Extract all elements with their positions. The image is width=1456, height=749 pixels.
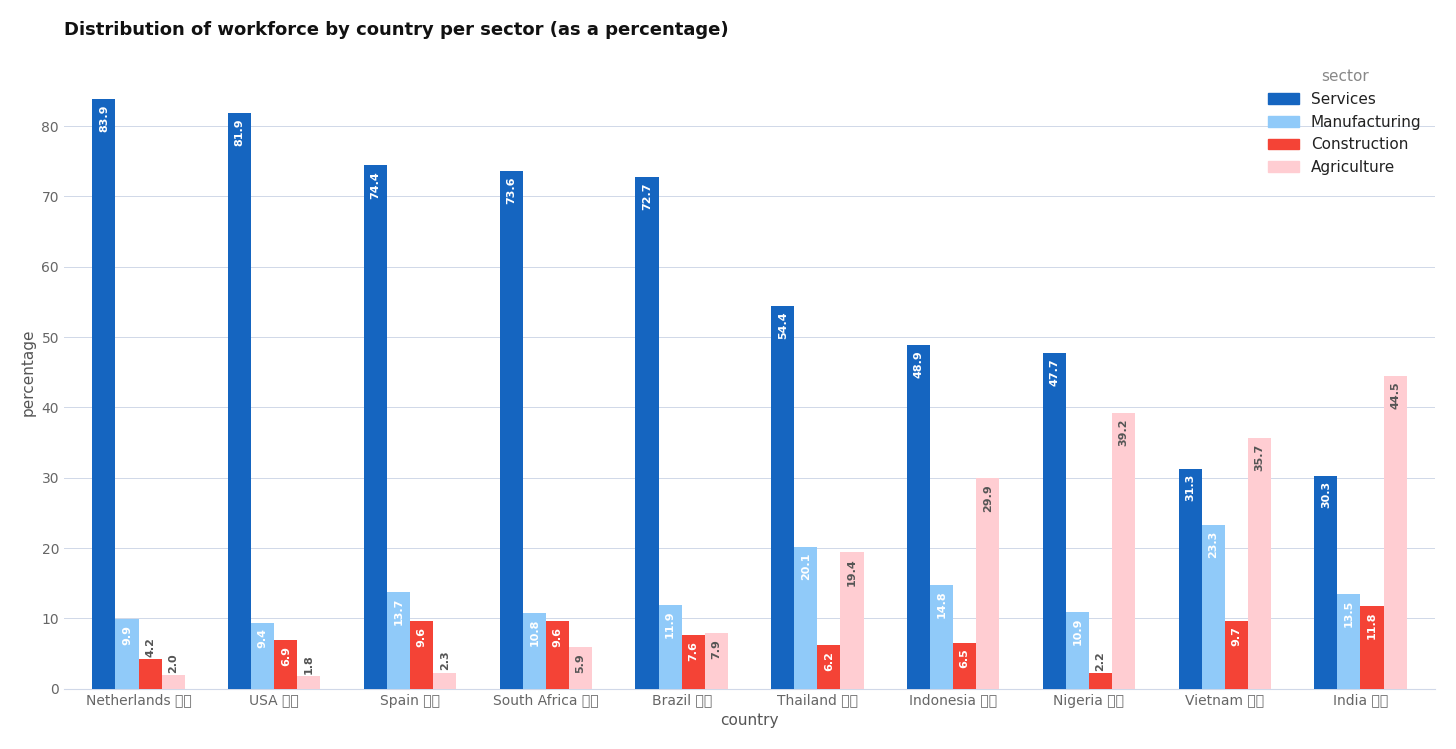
Bar	[499, 171, 523, 689]
Text: 30.3: 30.3	[1321, 482, 1331, 509]
Bar	[434, 673, 456, 689]
Bar	[681, 635, 705, 689]
Text: 2.2: 2.2	[1095, 652, 1105, 671]
Bar	[954, 643, 977, 689]
Text: 9.6: 9.6	[416, 627, 427, 647]
Bar	[658, 605, 681, 689]
Text: 9.9: 9.9	[122, 625, 132, 645]
Bar	[1201, 525, 1224, 689]
Text: 72.7: 72.7	[642, 183, 652, 210]
Bar	[817, 645, 840, 689]
Bar	[546, 621, 569, 689]
X-axis label: country: country	[721, 713, 779, 728]
Bar	[229, 112, 252, 689]
Text: 7.9: 7.9	[712, 639, 721, 658]
Bar	[1089, 673, 1112, 689]
Text: 48.9: 48.9	[913, 351, 923, 378]
Bar	[138, 659, 162, 689]
Text: 20.1: 20.1	[801, 553, 811, 580]
Bar	[1042, 354, 1066, 689]
Text: 29.9: 29.9	[983, 484, 993, 512]
Text: 81.9: 81.9	[234, 118, 245, 146]
Bar	[1066, 612, 1089, 689]
Bar	[1360, 606, 1383, 689]
Bar	[1112, 413, 1136, 689]
Text: 7.6: 7.6	[689, 641, 699, 661]
Bar	[705, 633, 728, 689]
Bar	[635, 178, 658, 689]
Text: 9.4: 9.4	[258, 628, 268, 648]
Text: 2.0: 2.0	[169, 653, 178, 673]
Bar	[252, 622, 274, 689]
Text: 2.3: 2.3	[440, 651, 450, 670]
Text: 13.5: 13.5	[1344, 599, 1354, 627]
Legend: Services, Manufacturing, Construction, Agriculture: Services, Manufacturing, Construction, A…	[1262, 64, 1427, 181]
Y-axis label: percentage: percentage	[20, 329, 36, 416]
Bar	[387, 592, 411, 689]
Text: 23.3: 23.3	[1208, 530, 1219, 558]
Text: 39.2: 39.2	[1118, 419, 1128, 446]
Text: 4.2: 4.2	[146, 637, 156, 657]
Bar	[569, 647, 593, 689]
Bar	[772, 306, 795, 689]
Bar	[1224, 620, 1248, 689]
Bar	[411, 621, 434, 689]
Text: 73.6: 73.6	[507, 177, 517, 204]
Text: 6.2: 6.2	[824, 651, 834, 670]
Bar	[364, 166, 387, 689]
Bar	[92, 99, 115, 689]
Text: 19.4: 19.4	[847, 558, 858, 586]
Text: 83.9: 83.9	[99, 104, 109, 132]
Bar	[907, 345, 930, 689]
Text: 31.3: 31.3	[1185, 474, 1195, 501]
Text: Distribution of workforce by country per sector (as a percentage): Distribution of workforce by country per…	[64, 21, 728, 39]
Text: 14.8: 14.8	[936, 590, 946, 618]
Text: 6.9: 6.9	[281, 646, 291, 666]
Bar	[1178, 469, 1201, 689]
Text: 10.9: 10.9	[1073, 618, 1082, 645]
Text: 5.9: 5.9	[575, 653, 585, 673]
Bar	[523, 613, 546, 689]
Text: 35.7: 35.7	[1254, 443, 1264, 470]
Text: 47.7: 47.7	[1050, 359, 1060, 386]
Text: 9.6: 9.6	[552, 627, 562, 647]
Bar	[297, 676, 320, 689]
Text: 44.5: 44.5	[1390, 381, 1401, 409]
Bar	[795, 548, 817, 689]
Bar	[1338, 594, 1360, 689]
Text: 11.9: 11.9	[665, 610, 676, 638]
Bar	[930, 585, 954, 689]
Bar	[977, 479, 999, 689]
Bar	[1248, 437, 1271, 689]
Text: 9.7: 9.7	[1232, 626, 1242, 646]
Text: 1.8: 1.8	[304, 654, 314, 674]
Bar	[162, 675, 185, 689]
Text: 13.7: 13.7	[393, 598, 403, 625]
Text: 10.8: 10.8	[530, 619, 539, 646]
Text: 54.4: 54.4	[778, 312, 788, 339]
Text: 6.5: 6.5	[960, 649, 970, 668]
Text: 11.8: 11.8	[1367, 611, 1377, 639]
Bar	[115, 619, 138, 689]
Bar	[1383, 376, 1406, 689]
Bar	[274, 640, 297, 689]
Text: 74.4: 74.4	[370, 171, 380, 198]
Bar	[840, 552, 863, 689]
Bar	[1315, 476, 1338, 689]
